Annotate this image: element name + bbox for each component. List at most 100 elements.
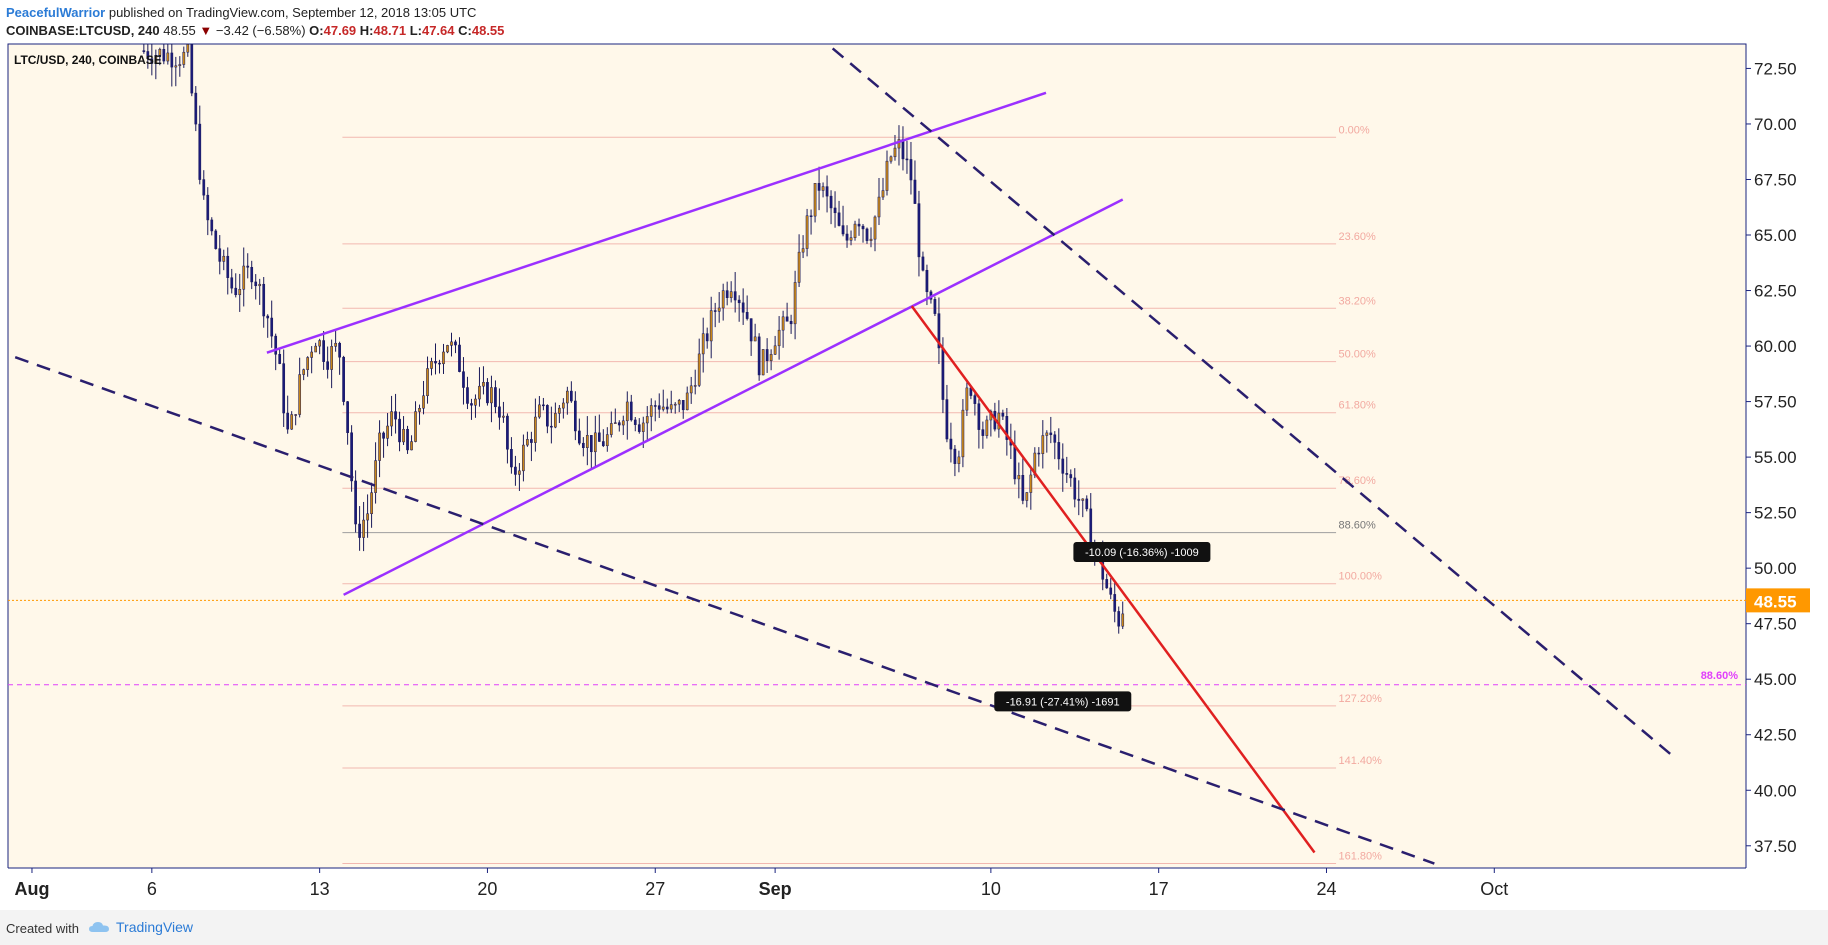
candle-down [1069,474,1073,479]
candle-up [474,398,477,406]
candle-down [262,283,266,317]
candle-down [1113,594,1117,612]
candle-up [1081,498,1085,501]
candle-down [577,430,581,444]
candle-up [889,156,893,162]
candle-up [374,460,377,493]
open-value: 47.69 [323,23,357,38]
y-tick-label: 47.50 [1754,615,1797,634]
fib-level-label: 50.00% [1338,349,1376,361]
rising-channel-upper-line[interactable] [266,91,1047,354]
candle-down [530,439,533,443]
close-value: 48.55 [471,23,505,38]
candle-up [298,374,302,415]
candle-up [558,407,561,414]
candle-down [170,52,174,68]
measure-box [1073,541,1211,562]
candle-down [454,341,457,346]
candle-down [322,340,325,362]
candle-down [326,361,329,370]
candle-down [1013,444,1017,480]
y-tick-label: 65.00 [1754,226,1797,245]
red-trendline-line[interactable] [910,305,1316,854]
candle-up [302,369,306,375]
descending-line-lower-line[interactable] [14,355,1435,865]
x-tick-label: 13 [310,879,330,899]
candle-down [1001,412,1005,417]
plot-area[interactable] [7,43,1747,869]
tradingview-brand: TradingView [116,919,194,935]
candle-down [550,425,553,428]
candle-up [821,186,825,191]
candle-up [897,139,901,149]
candle-up [362,519,365,538]
candle-up [402,428,405,443]
price-axis-bg[interactable] [1746,44,1828,868]
x-tick-label: 27 [645,879,665,899]
y-tick-label: 62.50 [1754,282,1797,301]
candle-down [458,344,461,372]
high-label: H: [359,23,374,38]
candle-up [881,190,885,198]
fib-level-label: 78.60% [1338,475,1376,487]
candle-down [977,403,981,430]
candle-up [613,422,617,424]
candle-down [861,225,865,230]
candle-up [310,351,313,358]
last-price: 48.55 [163,23,196,38]
candle-up [386,425,389,439]
candle-down [745,312,749,319]
candle-down [202,179,206,196]
x-tick-label: 20 [477,879,497,899]
candle-down [741,302,745,313]
tradingview-link[interactable]: TradingView [88,919,193,935]
candle-up [709,310,713,342]
measure-box [994,691,1132,712]
author-link[interactable]: PeacefulWarrior [6,5,106,20]
candle-down [581,442,585,448]
rising-channel-lower-line[interactable] [343,198,1124,596]
candle-down [1109,587,1113,595]
candle-up [585,435,589,448]
candle-up [873,216,877,240]
candle-up [965,387,969,411]
y-tick-label: 42.50 [1754,726,1797,745]
candle-down [218,248,222,262]
candle-down [1065,473,1069,475]
low-label: L: [409,23,422,38]
candle-down [829,195,833,209]
candle-down [1061,458,1065,474]
candle-up [490,387,493,404]
tradingview-cloud-icon [89,922,109,932]
candle-down [945,399,949,440]
candle-down [274,335,278,355]
candle-up [777,329,781,347]
x-tick-label: 17 [1149,879,1169,899]
fib-level-label: 141.40% [1338,755,1382,767]
candle-down [190,44,194,94]
candle-down [514,466,517,475]
y-tick-label: 52.50 [1754,504,1797,523]
candle-down [434,361,437,364]
candle-down [1085,498,1089,510]
candle-down [406,428,409,451]
time-axis-bg[interactable] [0,868,1828,910]
footer: Created with TradingView [0,910,1828,945]
candle-down [865,228,869,241]
candle-up [753,336,757,342]
candle-down [913,179,917,204]
candle-up [538,404,541,418]
fib-level-label: 23.60% [1338,231,1376,243]
candle-up [621,420,625,426]
candle-down [266,315,270,319]
candle-up [693,385,697,387]
candle-down [206,194,210,221]
candle-down [981,429,985,436]
candle-down [162,48,166,62]
candle-up [717,307,721,312]
y-tick-label: 70.00 [1754,115,1797,134]
candle-down [637,424,641,432]
candle-down [725,290,729,298]
candle-down [749,318,753,342]
